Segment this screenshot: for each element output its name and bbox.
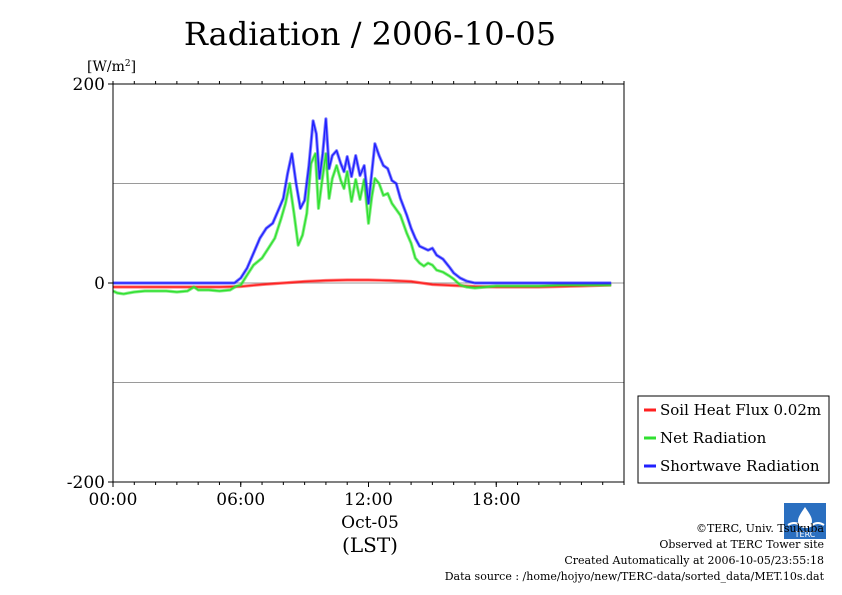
footer-copyright: ©TERC, Univ. Tsukuba	[695, 522, 824, 535]
y-tick-label: 0	[94, 274, 105, 294]
series-lines	[112, 117, 612, 296]
series-line-1	[112, 153, 612, 295]
legend-box	[637, 395, 830, 484]
footer-created: Created Automatically at 2006-10-05/23:5…	[564, 554, 824, 567]
series-line-2	[113, 118, 612, 284]
legend: Soil Heat Flux 0.02m Net Radiation Shortwa…	[637, 395, 830, 484]
x-tick-label: 12:00	[344, 490, 393, 510]
x-tick-label: 00:00	[89, 490, 138, 510]
footer-observed: Observed at TERC Tower site	[659, 538, 824, 551]
x-tick-label: 06:00	[216, 490, 265, 510]
terc-logo-icon: TERC	[784, 503, 826, 539]
series-line-glow-1	[112, 152, 612, 296]
y-tick-label: -200	[67, 473, 105, 493]
x-tick-label: 18:00	[472, 490, 521, 510]
legend-label: Soil Heat Flux 0.02m	[660, 401, 821, 419]
x-axis-unit-label: (LST)	[342, 533, 398, 557]
svg-text:TERC: TERC	[794, 530, 816, 539]
chart-title: Radiation / 2006-10-05	[184, 15, 556, 53]
y-tick-label: 200	[73, 75, 105, 95]
footer-source: Data source : /home/hojyo/new/TERC-data/…	[444, 570, 824, 583]
x-axis-date-label: Oct-05	[341, 513, 399, 533]
legend-label: Shortwave Radiation	[660, 457, 820, 475]
legend-label: Net Radiation	[660, 429, 767, 447]
series-line-glow-2	[113, 117, 612, 285]
y-axis-unit: [W/m2]	[87, 59, 136, 75]
